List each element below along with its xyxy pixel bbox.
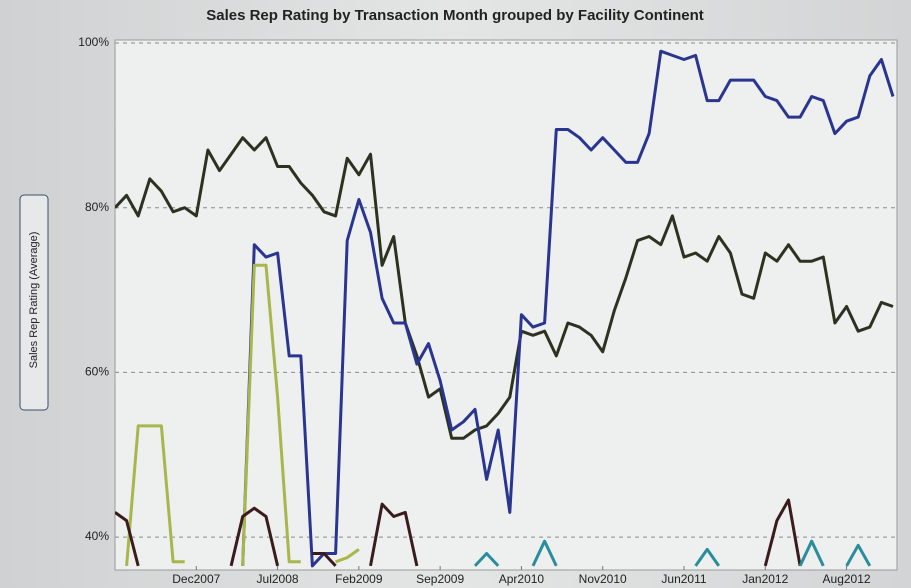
series-line: [473, 539, 872, 567]
plot-lines: [115, 49, 895, 568]
y-label-box[interactable]: [19, 194, 49, 411]
x-tick-label: Nov2010: [579, 572, 627, 586]
series-line: [115, 498, 802, 567]
x-tick-label: Dec2007: [172, 572, 220, 586]
y-tick-label: 80%: [85, 200, 109, 214]
x-tick-label: Jul2008: [257, 572, 299, 586]
y-tick-label: 100%: [78, 35, 109, 49]
x-tick-label: Jun2011: [661, 572, 706, 586]
x-tick-label: Apr2010: [499, 572, 545, 586]
x-tick-label: Jan2012: [742, 572, 788, 586]
x-tick-label: Aug2012: [823, 572, 871, 586]
chart-title: Sales Rep Rating by Transaction Month gr…: [206, 7, 704, 24]
y-axis-label: Sales Rep Rating (Average): [28, 232, 40, 369]
x-tick-label: Feb2009: [335, 572, 383, 586]
y-tick-label: 40%: [85, 529, 109, 543]
y-tick-label: 60%: [85, 365, 109, 379]
series-line: [125, 263, 360, 567]
series-line: [115, 136, 894, 440]
x-tick-label: Sep2009: [416, 572, 464, 586]
series-line: [241, 49, 895, 568]
